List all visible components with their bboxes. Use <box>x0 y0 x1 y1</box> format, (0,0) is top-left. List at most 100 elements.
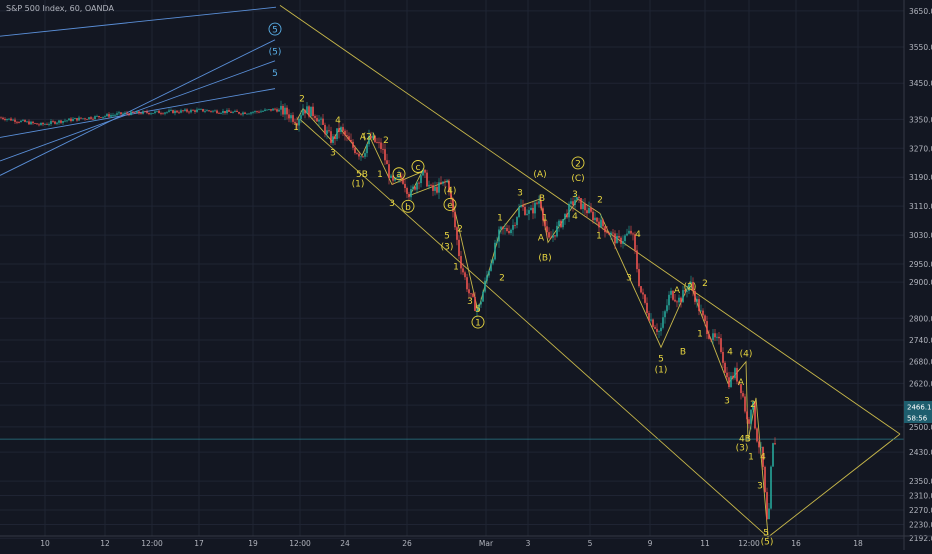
candle-body <box>106 114 108 117</box>
candle-body <box>270 109 272 111</box>
candle-body <box>258 111 260 113</box>
candle-body <box>326 130 328 134</box>
wave-label: 2 <box>457 224 463 234</box>
wave-label: 1 <box>748 452 754 462</box>
x-tick-label: 3 <box>526 539 531 548</box>
x-tick-label: 9 <box>648 539 653 548</box>
candle-body <box>354 147 356 154</box>
candle-body <box>726 372 728 378</box>
wave-label: (2) <box>684 282 697 292</box>
x-tick-label: 19 <box>248 539 258 548</box>
candle-body <box>616 236 618 244</box>
candle-body <box>286 107 288 115</box>
candle-body <box>384 149 386 161</box>
candle-body <box>20 120 22 123</box>
candle-body <box>48 123 50 125</box>
candle-body <box>484 280 486 292</box>
candle-body <box>12 119 14 121</box>
y-tick-label: 2800.0 <box>909 314 932 323</box>
y-tick-label: 3350.0 <box>909 115 932 124</box>
candle-body <box>78 117 80 121</box>
candle-body <box>14 119 16 122</box>
x-tick-label: 17 <box>194 539 204 548</box>
candle-body <box>224 111 226 113</box>
candle-body <box>606 232 608 233</box>
candle-body <box>160 113 162 114</box>
trend-line <box>767 433 901 538</box>
candle-body <box>86 119 88 120</box>
candle-body <box>638 269 640 287</box>
x-tick-label: 24 <box>340 539 350 548</box>
candle-body <box>546 226 548 233</box>
wave-label-circle <box>392 167 406 181</box>
candle-body <box>646 302 648 314</box>
candle-body <box>396 177 398 179</box>
candle-body <box>136 111 138 114</box>
candle-body <box>214 110 216 112</box>
candle-body <box>528 210 530 214</box>
candle-body <box>424 169 426 173</box>
trend-line <box>0 88 276 138</box>
candle-body <box>566 213 568 218</box>
candle-body <box>274 108 276 110</box>
candle-body <box>168 110 170 112</box>
candle-body <box>202 108 204 112</box>
candle-body <box>292 115 294 122</box>
candle-body <box>362 156 364 158</box>
candle-body <box>110 115 112 117</box>
candle-body <box>80 117 82 119</box>
candle-body <box>144 111 146 113</box>
plot-area <box>0 0 904 536</box>
y-tick-label: 3110.0 <box>909 202 932 211</box>
candle-body <box>522 205 524 207</box>
candle-body <box>142 111 144 114</box>
candle-body <box>642 292 644 295</box>
candle-body <box>742 393 744 397</box>
candle-body <box>64 120 66 122</box>
candle-body <box>322 118 324 125</box>
y-tick-label: 2350.0 <box>909 477 932 486</box>
candle-body <box>644 294 646 303</box>
candle-body <box>486 275 488 281</box>
candle-body <box>500 226 502 230</box>
candle-body <box>390 175 392 179</box>
candle-body <box>114 114 116 116</box>
candle-body <box>294 121 296 124</box>
wave-label: (B) <box>538 253 551 263</box>
trend-line <box>0 39 276 176</box>
candle-body <box>504 228 506 229</box>
candle-body <box>404 183 406 188</box>
candle-body <box>252 112 254 113</box>
candle-body <box>766 492 768 520</box>
wave-label: 3 <box>757 481 763 491</box>
candle-body <box>334 136 336 140</box>
candle-body <box>290 115 292 119</box>
candle-body <box>574 199 576 206</box>
candle-body <box>238 111 240 114</box>
candle-body <box>494 242 496 260</box>
candle-body <box>728 377 730 388</box>
candle-body <box>408 193 410 198</box>
wave-label: 2 <box>750 400 756 410</box>
wave-label: (1) <box>352 179 365 189</box>
candle-body <box>398 175 400 178</box>
candle-body <box>360 156 362 158</box>
candle-body <box>426 172 428 187</box>
candle-body <box>570 201 572 204</box>
wave-label: 2 <box>702 279 708 289</box>
wave-label: (4) <box>740 349 753 359</box>
countdown-badge <box>904 412 932 423</box>
candle-body <box>586 210 588 214</box>
candle-body <box>8 118 10 120</box>
candle-body <box>774 443 776 445</box>
wave-label: 1 <box>497 214 503 224</box>
wave-label: A <box>674 286 681 296</box>
candle-body <box>708 334 710 339</box>
wave-label: 3 <box>626 273 632 283</box>
candle-body <box>272 108 274 111</box>
candle-body <box>416 182 418 190</box>
x-tick-label: 12 <box>100 539 110 548</box>
wave-label: 5 <box>475 305 481 315</box>
candle-body <box>120 112 122 115</box>
